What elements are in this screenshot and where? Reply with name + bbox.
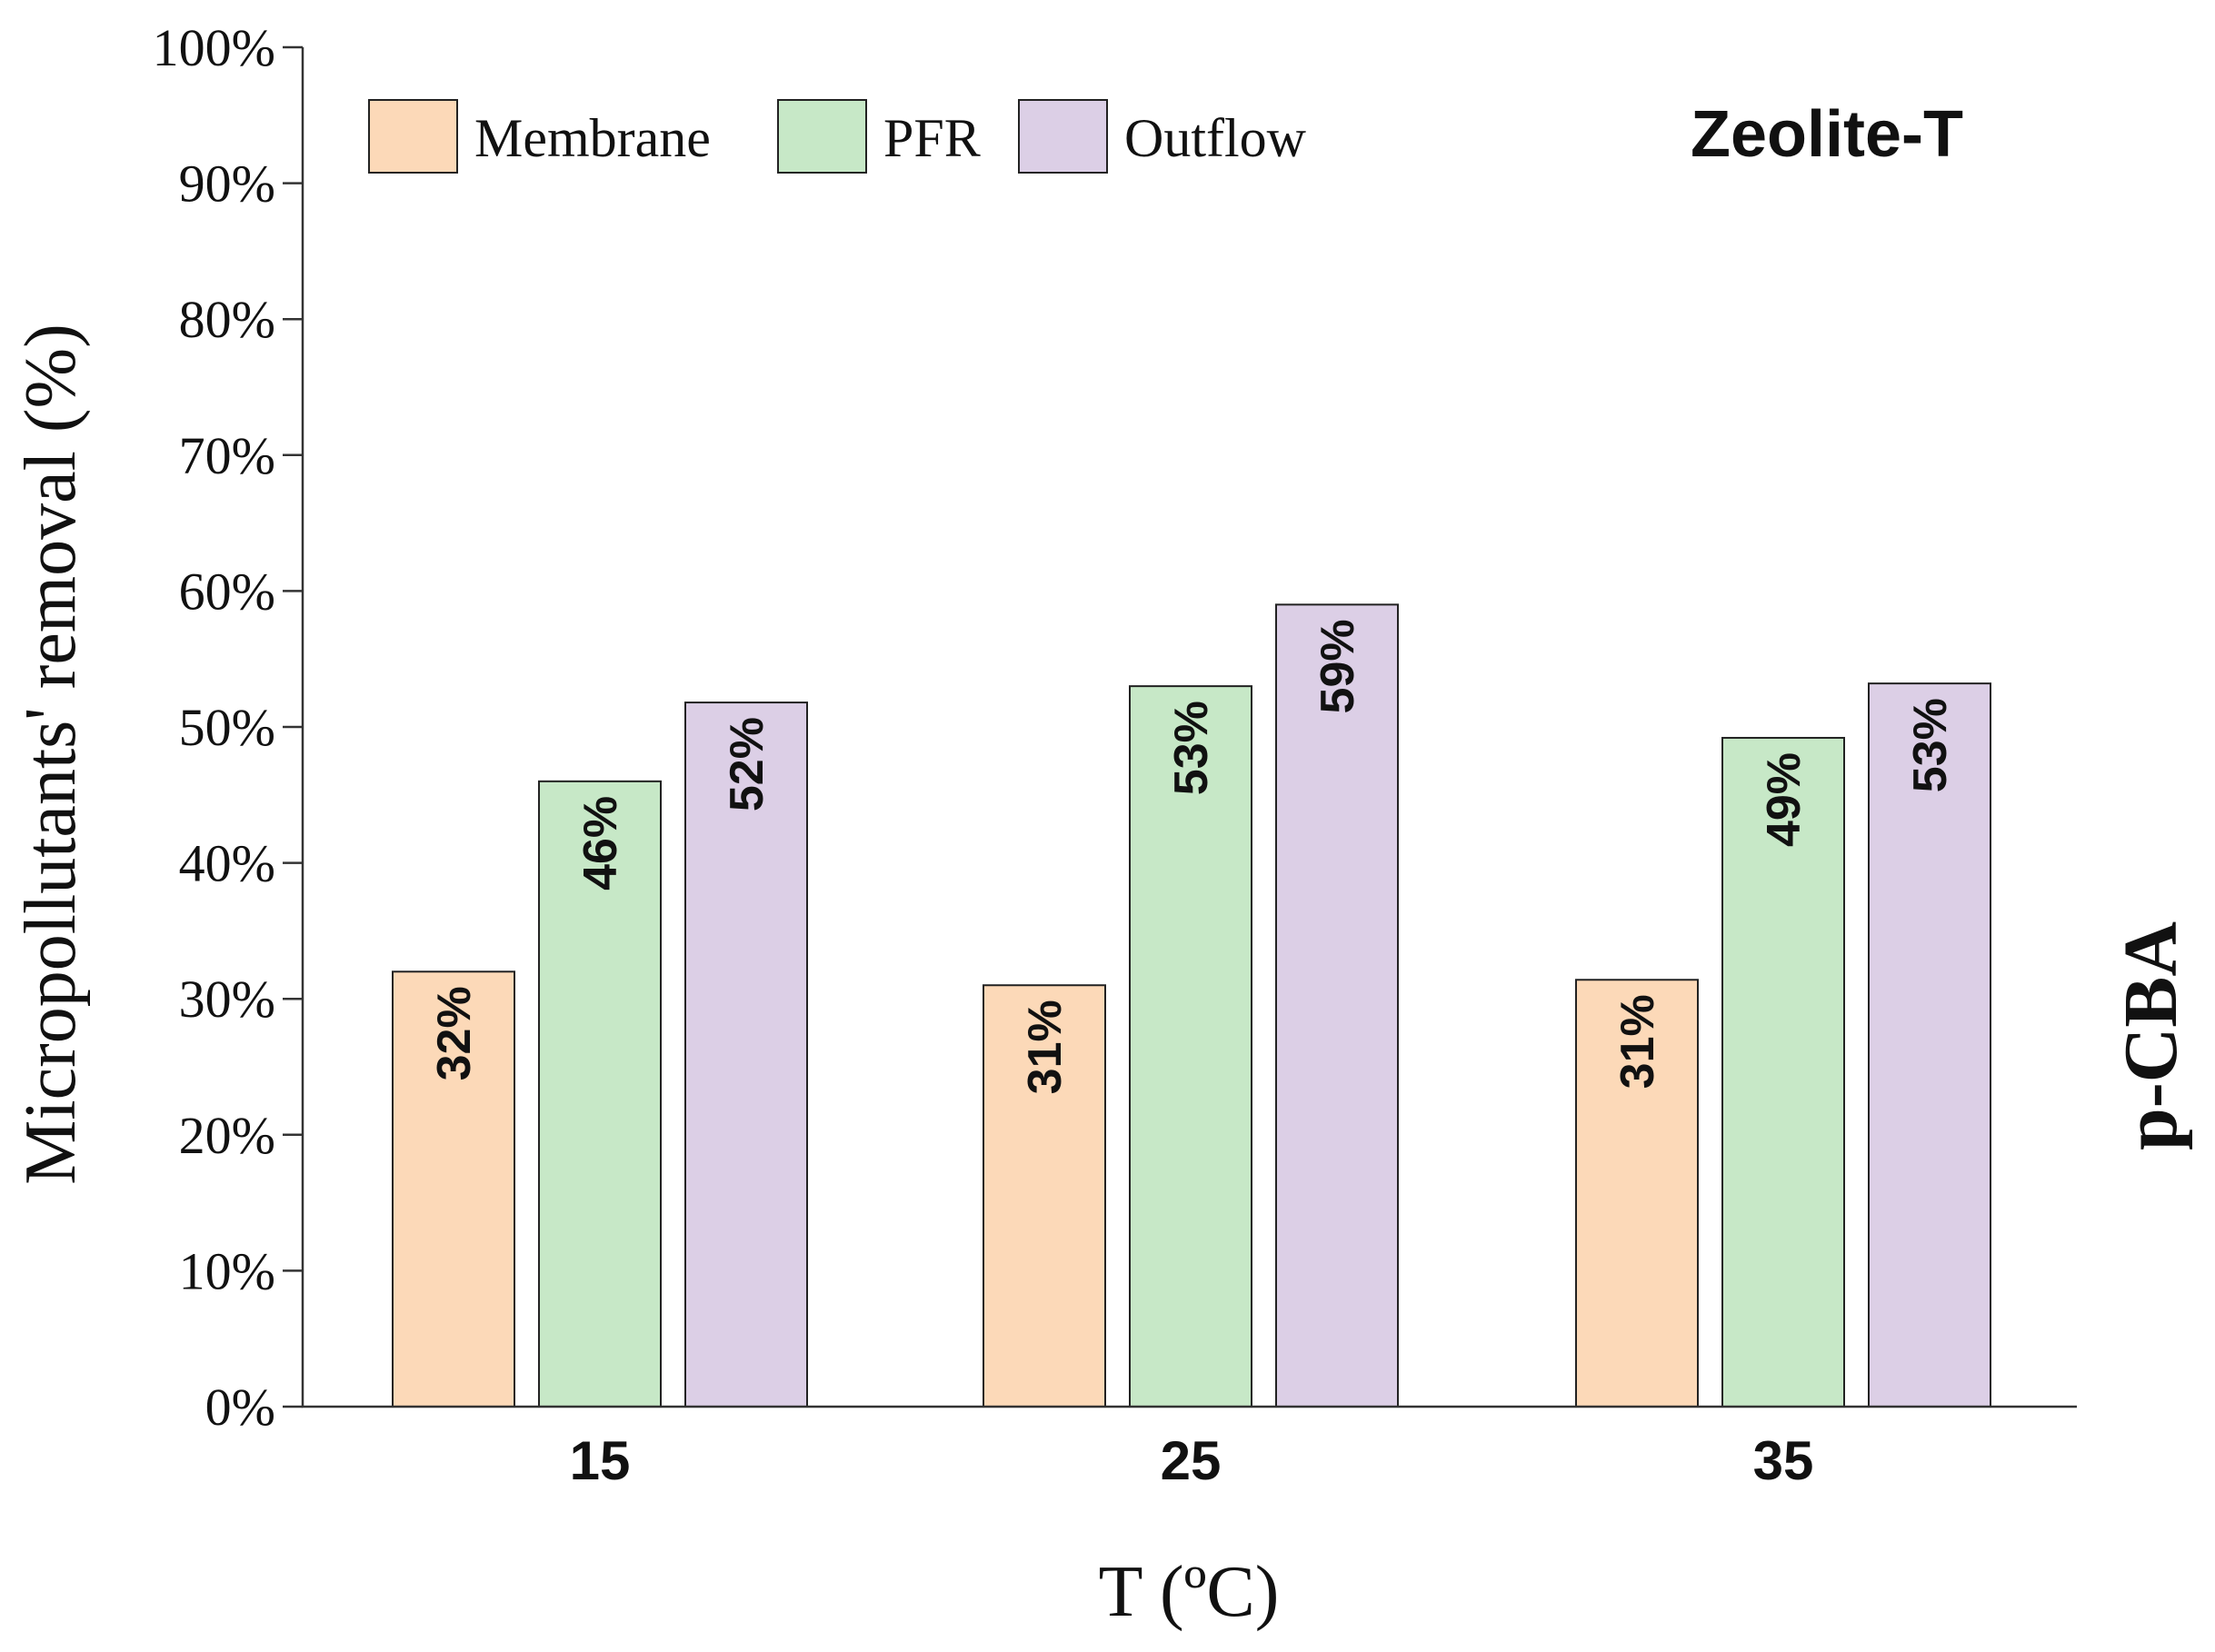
- legend-label-membrane: Membrane: [474, 108, 711, 168]
- y-tick-label: 0%: [205, 1378, 275, 1437]
- y-tick-label: 50%: [179, 698, 275, 757]
- bar-membrane-35: [1575, 979, 1699, 1408]
- legend: Membrane PFR Outflow: [368, 99, 1307, 174]
- y-tick-label: 30%: [179, 970, 275, 1029]
- y-tick-label: 100%: [153, 18, 275, 77]
- legend-swatch-outflow: [1018, 99, 1108, 174]
- bar-outflow-25: [1275, 603, 1399, 1408]
- bar-value-label: 49%: [1758, 752, 1811, 847]
- y-tick-label: 80%: [179, 290, 275, 349]
- bar-value-label: 46%: [574, 796, 627, 891]
- plot-axes: [301, 47, 2077, 1408]
- x-tick-label: 15: [570, 1430, 631, 1491]
- x-axis-title: T (ºC): [1099, 1552, 1280, 1632]
- y-tick-label: 20%: [179, 1106, 275, 1165]
- bar-pfr-25: [1129, 685, 1252, 1408]
- bar-pfr-15: [538, 780, 662, 1408]
- bar-value-label: 31%: [1019, 1000, 1072, 1094]
- y-tick-label: 40%: [179, 834, 275, 893]
- x-tick-label: 35: [1753, 1430, 1814, 1491]
- bars: [392, 603, 1991, 1408]
- data-labels: 32% 46% 52% 31% 53% 59% 31% 49% 53%: [428, 619, 1957, 1094]
- chart-annotation: Zeolite-T: [1691, 98, 1963, 171]
- legend-label-pfr: PFR: [883, 108, 981, 168]
- y-axis-title: Micropollutants' removal (%): [11, 323, 91, 1185]
- bar-membrane-15: [392, 970, 515, 1408]
- legend-swatch-membrane: [368, 99, 458, 174]
- bar-value-label: 59%: [1312, 619, 1364, 713]
- x-tick-label: 25: [1161, 1430, 1222, 1491]
- bar-outflow-15: [684, 702, 808, 1408]
- bar-value-label: 53%: [1165, 701, 1218, 795]
- x-axis-ticks: 15 25 35: [570, 1430, 1814, 1491]
- bar-value-label: 31%: [1611, 994, 1664, 1089]
- bar-value-label: 32%: [428, 986, 481, 1080]
- y-tick-label: 70%: [179, 426, 275, 485]
- side-compound-label: p-CBA: [2109, 921, 2193, 1150]
- bar-value-label: 53%: [1904, 698, 1957, 792]
- bar-pfr-35: [1721, 736, 1845, 1408]
- y-tick-label: 10%: [179, 1241, 275, 1300]
- legend-swatch-pfr: [777, 99, 867, 174]
- legend-label-outflow: Outflow: [1124, 108, 1307, 168]
- y-tick-label: 90%: [179, 154, 275, 214]
- bar-outflow-35: [1868, 682, 1991, 1408]
- y-tick-label: 60%: [179, 562, 275, 621]
- y-axis-ticks: 0% 10% 20% 30% 40% 50% 60% 70% 80% 90% 100%: [153, 18, 303, 1437]
- bar-membrane-25: [983, 984, 1106, 1408]
- bar-value-label: 52%: [721, 717, 773, 811]
